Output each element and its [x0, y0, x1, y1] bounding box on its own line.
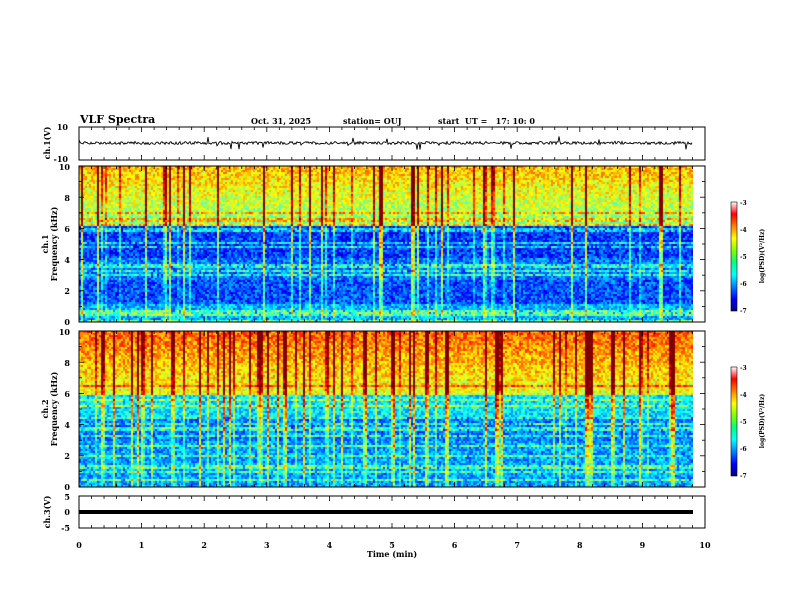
ch2-ytick-10: 10	[59, 327, 71, 337]
ch2-ytick-6: 6	[64, 389, 70, 399]
time-tick-label: 5	[389, 540, 395, 550]
time-tick-label: 4	[327, 540, 333, 550]
ch2-channel-label: ch.2	[40, 399, 50, 418]
ch1-ytick-top: 10	[57, 122, 69, 132]
figure-title: VLF Spectra	[80, 113, 156, 126]
colorbar-ch2-label: log(PSD)(V²/Hz)	[759, 394, 766, 449]
time-axis-label: Time (min)	[367, 549, 417, 559]
colorbar-ch2: -3 -4 -5 -6 -7 log(PSD)(V²/Hz)	[730, 365, 766, 480]
ch1-spectrogram-axis	[78, 165, 706, 323]
date-label: Oct. 31, 2025	[251, 116, 312, 126]
ch2-ytick-2: 2	[64, 451, 70, 461]
ch3-ytick-bottom: -5	[61, 523, 70, 533]
ch3-ytick-top: 5	[64, 492, 70, 502]
ch3-ylabel: ch.3(V)	[42, 495, 52, 528]
spectrogram-pixels	[79, 331, 693, 487]
time-axis-tick-labels: 0 1 2 3 4 5 6 7 8 9 10	[76, 540, 711, 550]
colorbar-ch2-tick-m6: -6	[740, 446, 747, 453]
ch2-frequency-label: Frequency (kHz)	[49, 371, 59, 446]
colorbar-ch2-tick-m7: -7	[740, 473, 747, 480]
start-time-label: start UT = 17: 10: 0	[438, 116, 535, 126]
ch1-spectrogram-image	[79, 166, 693, 322]
ch1-frequency-label: Frequency (kHz)	[49, 206, 59, 281]
panel-ch2-spectrogram: 0 2 4 6 8 10 ch.2 Frequency (kHz)	[40, 327, 706, 492]
ch2-ytick-4: 4	[64, 420, 70, 430]
colorbar-ch1-label: log(PSD)(V²/Hz)	[759, 229, 766, 284]
colorbar-ch1-tick-m4: -4	[740, 227, 747, 234]
panel-ch1-waveform: 10 -10 ch.1(V)	[42, 122, 706, 164]
time-tick-label: 3	[264, 540, 270, 550]
ch1-waveform-axis	[78, 127, 706, 160]
time-tick-label: 10	[699, 540, 711, 550]
ch1-ytick-bottom: -10	[54, 154, 69, 164]
spectrogram-pixels	[79, 166, 693, 322]
colorbar-ch2-bar	[730, 366, 738, 477]
ch2-ytick-0: 0	[64, 482, 70, 492]
colorbar-ch2-tick-m3: -3	[740, 365, 747, 372]
colorbar-ch1-bar	[730, 201, 738, 312]
time-tick-label: 0	[76, 540, 82, 550]
ch1-ytick-2: 2	[64, 286, 70, 296]
ch1-waveform-trace	[78, 136, 693, 150]
time-tick-label: 6	[452, 540, 458, 550]
ch1-channel-label: ch.1	[40, 234, 50, 253]
station-label: station= OUJ	[343, 116, 402, 126]
time-tick-label: 8	[577, 540, 583, 550]
colorbar-ch1: -3 -4 -5 -6 -7 log(PSD)(V²/Hz)	[730, 200, 766, 315]
ch1-ytick-6: 6	[64, 224, 70, 234]
panel-ch1-spectrogram: 0 2 4 6 8 10 ch.1 Frequency (kHz)	[40, 162, 706, 327]
colorbar-ch1-tick-m3: -3	[740, 200, 747, 207]
ch2-spectrogram-image	[79, 331, 693, 487]
ch2-spectrogram-axis	[78, 330, 706, 488]
time-tick-label: 2	[201, 540, 207, 550]
ch1-ytick-0: 0	[64, 317, 70, 327]
time-tick-label: 7	[514, 540, 520, 550]
ch2-ytick-8: 8	[64, 358, 70, 368]
ch3-waveform-axis	[78, 496, 706, 528]
colorbar-ch1-tick-m5: -5	[740, 254, 747, 261]
ch1-ylabel: ch.1(V)	[42, 126, 52, 159]
time-tick-label: 1	[139, 540, 145, 550]
colorbar-ch1-tick-m6: -6	[740, 281, 747, 288]
colorbar-ch1-tick-m7: -7	[740, 308, 747, 315]
ch1-ytick-10: 10	[59, 162, 71, 172]
colorbar-ch2-tick-m5: -5	[740, 419, 747, 426]
ch1-ytick-4: 4	[64, 255, 70, 265]
ch1-ytick-8: 8	[64, 193, 70, 203]
ch3-ytick-mid: 0	[64, 507, 70, 517]
colorbar-ch2-tick-m4: -4	[740, 392, 747, 399]
ch3-waveform-trace	[79, 510, 693, 514]
panel-ch3-waveform: 5 0 -5 ch.3(V) 0 1 2 3 4 5 6 7 8 9 10 Time (min)	[42, 492, 711, 559]
time-tick-label: 9	[640, 540, 646, 550]
